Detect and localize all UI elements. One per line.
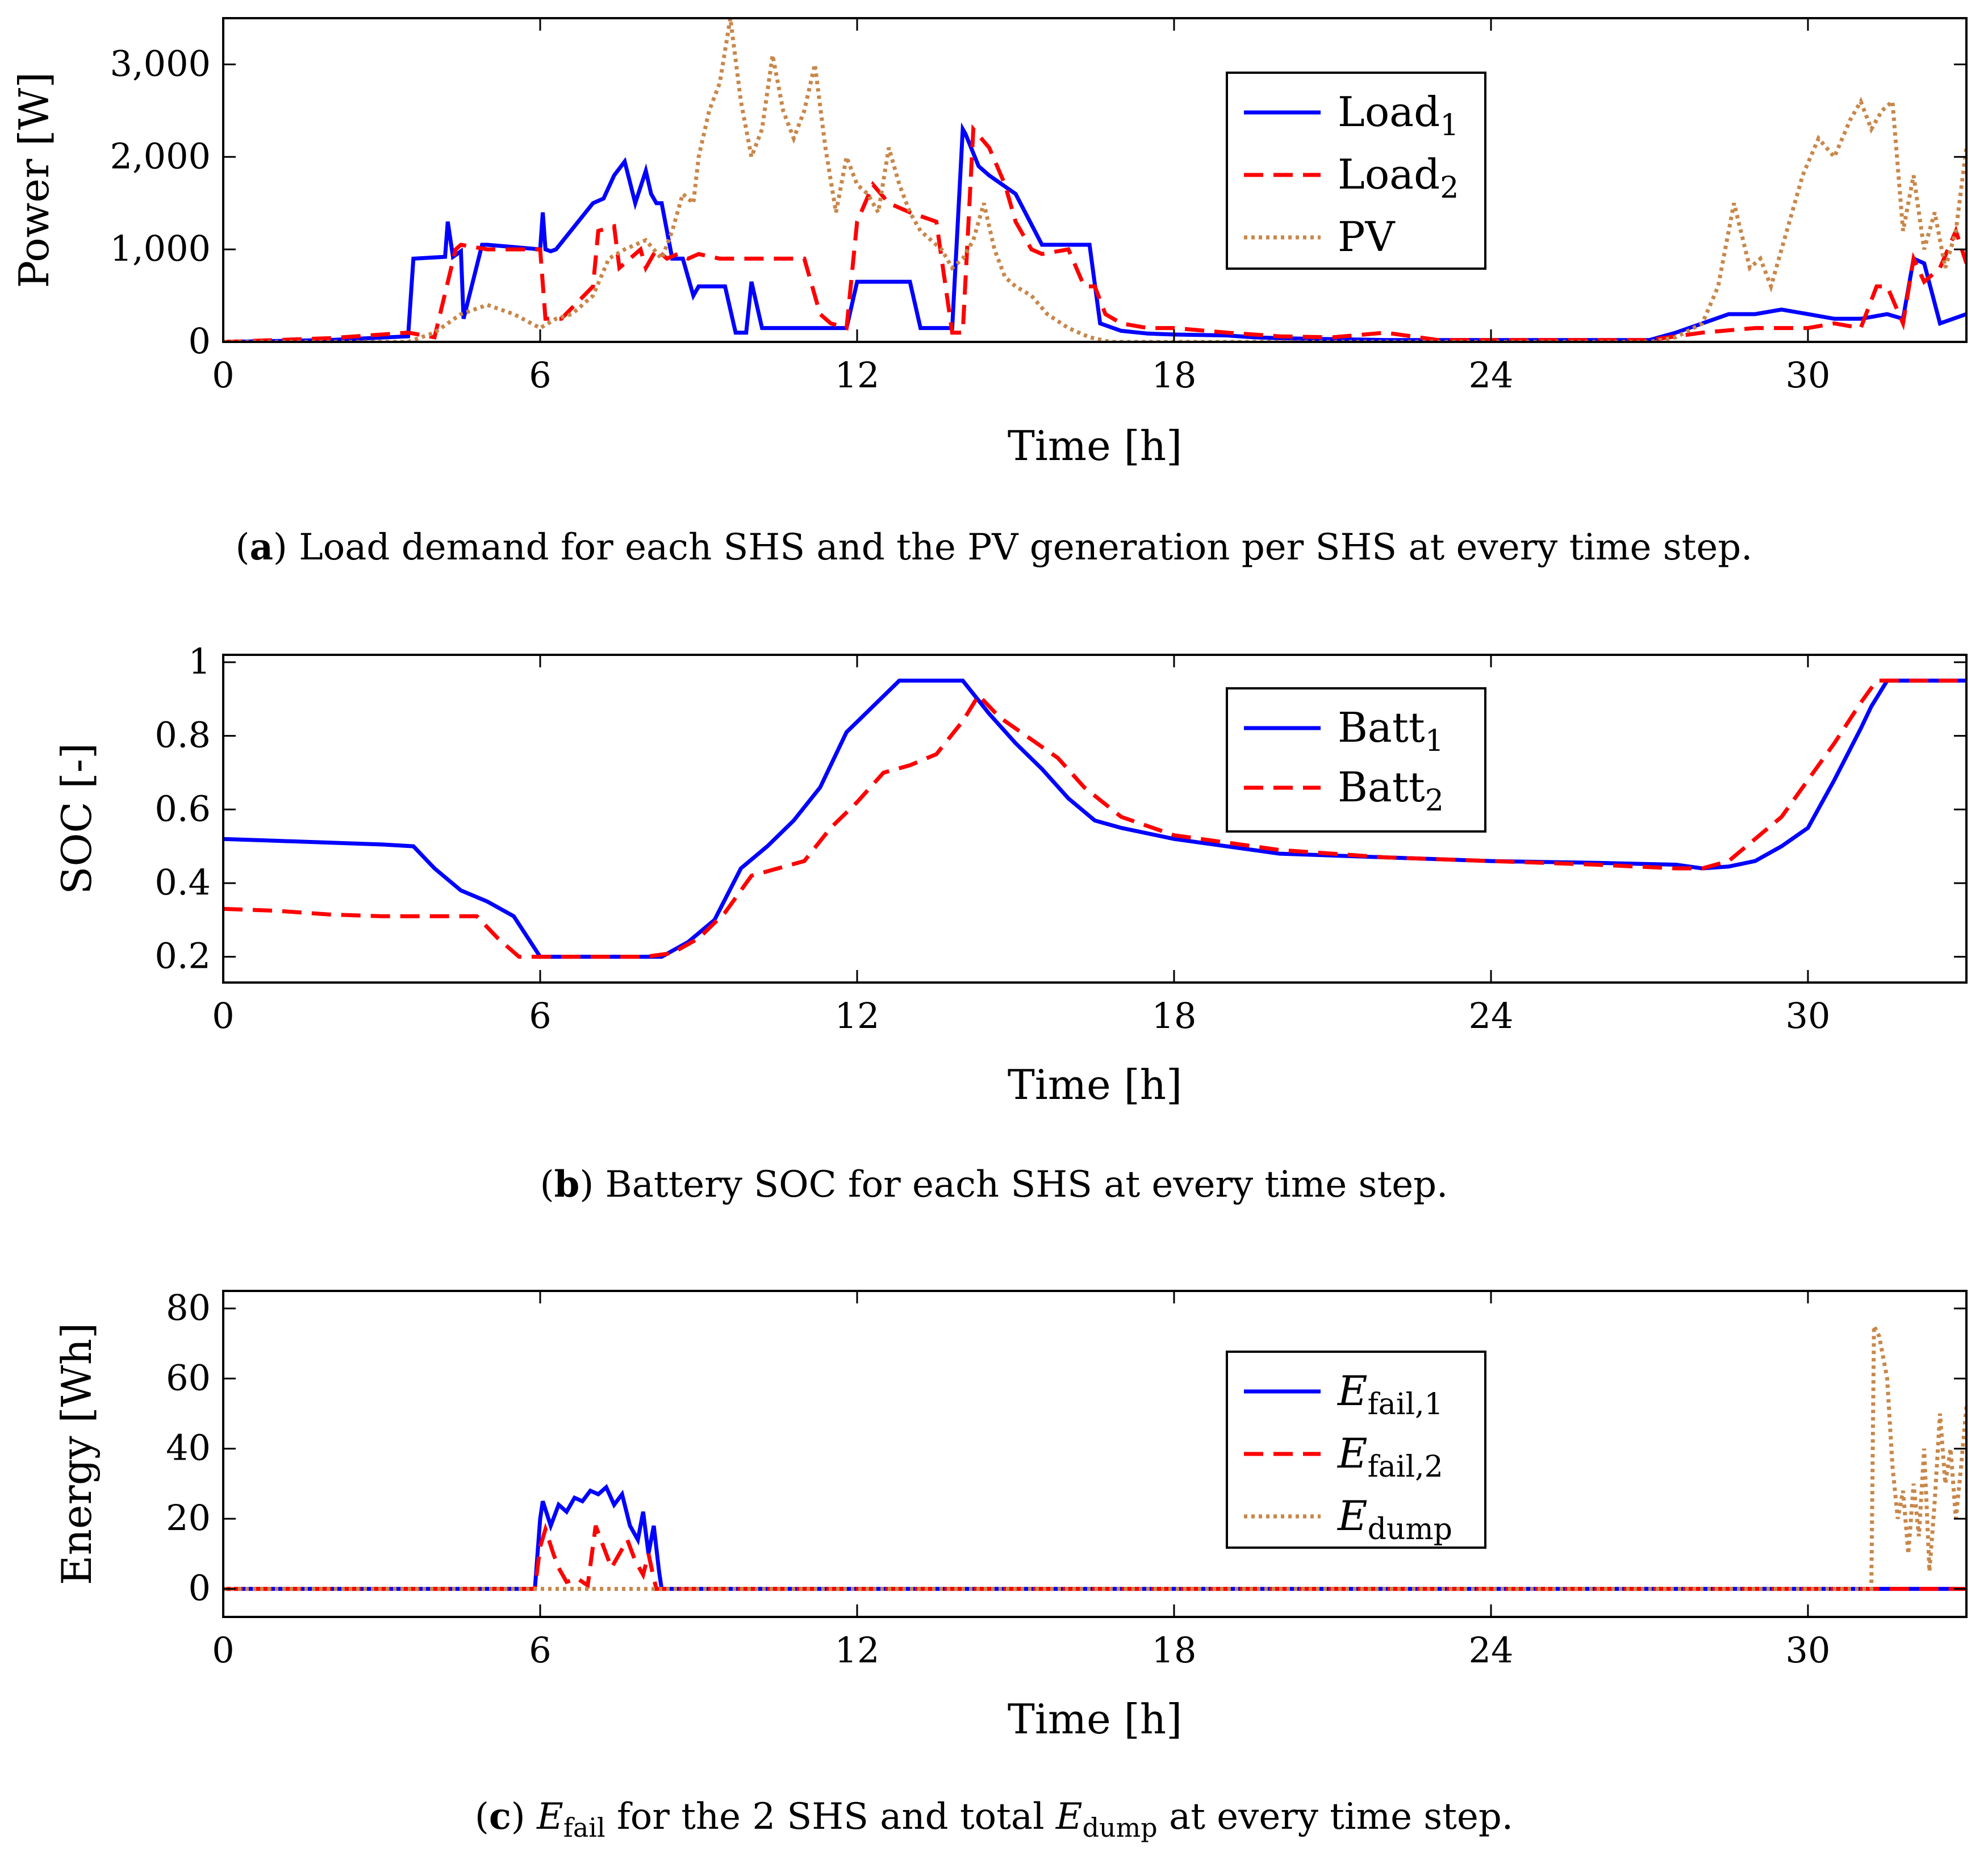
legend-label-Load-1: Load1: [1338, 88, 1459, 143]
x-tick-label: 6: [529, 1629, 551, 1671]
axes-frame-c: [222, 1290, 1968, 1618]
series-line-Batt-2: [223, 678, 1966, 959]
legend-label-Batt-2: Batt2: [1338, 763, 1444, 818]
x-tick-label: 0: [212, 995, 234, 1036]
y-tick-label: 0.4: [154, 862, 211, 903]
x-tick-label: 30: [1786, 995, 1831, 1036]
x-tick-label: 12: [835, 995, 880, 1036]
y-axis-label: SOC [-]: [53, 743, 101, 895]
series-line-Batt-1: [223, 678, 1966, 959]
y-tick-label: 3,000: [110, 43, 211, 84]
y-axis-label: Power [W]: [10, 72, 58, 289]
y-tick-label: 0.2: [154, 935, 211, 977]
y-tick-label: 0: [189, 320, 211, 362]
axes-frame-b: [222, 654, 1968, 984]
x-axis-label: Time [h]: [1008, 422, 1182, 470]
y-tick-label: 0: [189, 1568, 211, 1609]
x-tick-label: 12: [835, 354, 880, 396]
caption-b: (b) Battery SOC for each SHS at every ti…: [540, 1163, 1448, 1206]
series-group-a: [223, 18, 1966, 342]
legend-label-E-fail-1: Efail,1: [1337, 1367, 1443, 1422]
y-tick-label: 80: [166, 1287, 211, 1328]
legend-a: Load1 Load2 PV: [1226, 72, 1486, 270]
chart-c: 0 6 12 18 24 30 0 20 40 60 80 Time [h] Energy [Wh] Ef…: [53, 1287, 1968, 1843]
x-tick-label: 18: [1152, 1629, 1197, 1671]
series-line-Load-1: [223, 122, 1966, 342]
series-group-b: [223, 678, 1966, 959]
legend-label-Load-2: Load2: [1338, 151, 1459, 205]
x-tick-label: 24: [1469, 995, 1514, 1036]
legend-box: [1226, 687, 1486, 833]
series-line-PV: [223, 18, 1966, 342]
legend-label-PV: PV: [1338, 213, 1396, 261]
y-tick-label: 0.6: [154, 788, 211, 829]
series-line-Load-2: [223, 124, 1966, 342]
caption-c: (c) Efail for the 2 SHS and total Edump …: [475, 1795, 1513, 1843]
y-tick-label: 20: [166, 1497, 211, 1539]
chart-a: 0 6 12 18 24 30 0 1,000 2,000 3,000 Time [h] Power …: [10, 17, 1968, 569]
legend-box: [1226, 72, 1486, 270]
x-axis-label: Time [h]: [1008, 1061, 1182, 1109]
y-tick-label: 1,000: [110, 228, 211, 269]
x-axis-label: Time [h]: [1008, 1695, 1182, 1743]
y-tick-label: 60: [166, 1357, 211, 1398]
legend-label-Batt-1: Batt1: [1338, 704, 1444, 758]
series-line-E-dump: [223, 1325, 1966, 1591]
legend-box: [1226, 1351, 1486, 1549]
chart-b: 0 6 12 18 24 30 0.2 0.4 0.6 0.8 1 Time [h] SOC [-] Ba…: [53, 641, 1968, 1206]
legend-c: Efail,1 Efail,2 Edump: [1226, 1351, 1486, 1549]
x-tick-label: 6: [529, 995, 551, 1036]
legend-label-E-fail-2: Efail,2: [1337, 1430, 1443, 1484]
x-tick-label: 30: [1786, 354, 1831, 396]
y-tick-label: 0.8: [154, 714, 211, 756]
legend-label-E-dump: Edump: [1337, 1492, 1452, 1546]
axes-frame-a: [222, 17, 1968, 343]
x-tick-label: 0: [212, 354, 234, 396]
y-tick-label: 40: [166, 1427, 211, 1469]
caption-a: (a) Load demand for each SHS and the PV …: [235, 526, 1752, 569]
y-tick-label: 2,000: [110, 135, 211, 177]
x-tick-label: 6: [529, 354, 551, 396]
series-group-c: [223, 1325, 1966, 1591]
x-tick-label: 0: [212, 1629, 234, 1671]
x-tick-label: 18: [1152, 995, 1197, 1036]
x-tick-label: 24: [1469, 354, 1514, 396]
x-tick-label: 30: [1786, 1629, 1831, 1671]
series-line-E-fail-1: [223, 1483, 1966, 1591]
y-axis-label: Energy [Wh]: [53, 1323, 101, 1585]
y-tick-label: 1: [189, 641, 211, 682]
x-tick-label: 12: [835, 1629, 880, 1671]
series-line-E-fail-2: [223, 1522, 1966, 1591]
x-tick-label: 24: [1469, 1629, 1514, 1671]
x-tick-label: 18: [1152, 354, 1197, 396]
